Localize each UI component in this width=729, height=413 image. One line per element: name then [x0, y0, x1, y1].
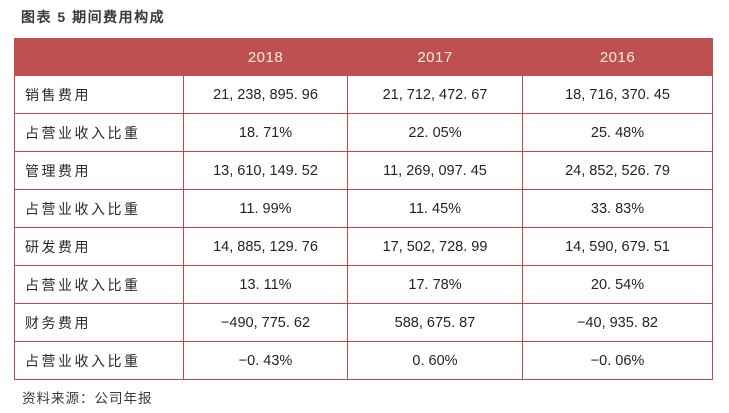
table-row-rd-expense: 研发费用 14, 885, 129. 76 17, 502, 728. 99 1…: [14, 227, 713, 266]
table-cell: −0. 43%: [183, 341, 348, 380]
table-row-admin-expense: 管理费用 13, 610, 149. 52 11, 269, 097. 45 2…: [14, 151, 713, 190]
table-cell: 11. 99%: [183, 189, 348, 228]
table-row-admin-expense-ratio: 占营业收入比重 11. 99% 11. 45% 33. 83%: [14, 189, 713, 228]
table-row-sales-expense: 销售费用 21, 238, 895. 96 21, 712, 472. 67 1…: [14, 75, 713, 114]
table-row-finance-expense: 财务费用 −490, 775. 62 588, 675. 87 −40, 935…: [14, 303, 713, 342]
table-cell: 22. 05%: [347, 113, 523, 152]
row-label: 销售费用: [14, 75, 184, 114]
row-label: 研发费用: [14, 227, 184, 266]
header-cell-empty: [14, 38, 184, 76]
table-cell: 20. 54%: [522, 265, 713, 304]
table-cell: 18. 71%: [183, 113, 348, 152]
table-cell: 11, 269, 097. 45: [347, 151, 523, 190]
row-label: 管理费用: [14, 151, 184, 190]
table-cell: 24, 852, 526. 79: [522, 151, 713, 190]
table-row-sales-expense-ratio: 占营业收入比重 18. 71% 22. 05% 25. 48%: [14, 113, 713, 152]
header-cell-2016: 2016: [522, 38, 713, 76]
table-cell: 33. 83%: [522, 189, 713, 228]
header-cell-2018: 2018: [183, 38, 348, 76]
expense-table: 2018 2017 2016 销售费用 21, 238, 895. 96 21,…: [14, 38, 713, 380]
row-label: 占营业收入比重: [14, 189, 184, 228]
table-cell: 17. 78%: [347, 265, 523, 304]
expense-table-container: 2018 2017 2016 销售费用 21, 238, 895. 96 21,…: [14, 38, 713, 380]
table-cell: −0. 06%: [522, 341, 713, 380]
table-cell: 588, 675. 87: [347, 303, 523, 342]
row-label: 财务费用: [14, 303, 184, 342]
table-header-row: 2018 2017 2016: [14, 38, 713, 76]
row-label: 占营业收入比重: [14, 265, 184, 304]
table-cell: 18, 716, 370. 45: [522, 75, 713, 114]
table-cell: 25. 48%: [522, 113, 713, 152]
row-label: 占营业收入比重: [14, 341, 184, 380]
table-cell: 13. 11%: [183, 265, 348, 304]
figure-title: 图表 5 期间费用构成: [21, 9, 166, 25]
table-cell: 0. 60%: [347, 341, 523, 380]
row-label: 占营业收入比重: [14, 113, 184, 152]
table-cell: 17, 502, 728. 99: [347, 227, 523, 266]
table-cell: 14, 590, 679. 51: [522, 227, 713, 266]
table-cell: −490, 775. 62: [183, 303, 348, 342]
table-cell: 13, 610, 149. 52: [183, 151, 348, 190]
table-row-rd-expense-ratio: 占营业收入比重 13. 11% 17. 78% 20. 54%: [14, 265, 713, 304]
table-cell: 14, 885, 129. 76: [183, 227, 348, 266]
table-cell: −40, 935. 82: [522, 303, 713, 342]
table-cell: 11. 45%: [347, 189, 523, 228]
header-cell-2017: 2017: [347, 38, 523, 76]
source-note: 资料来源：公司年报: [22, 391, 153, 406]
table-cell: 21, 238, 895. 96: [183, 75, 348, 114]
table-cell: 21, 712, 472. 67: [347, 75, 523, 114]
table-row-finance-expense-ratio: 占营业收入比重 −0. 43% 0. 60% −0. 06%: [14, 341, 713, 380]
